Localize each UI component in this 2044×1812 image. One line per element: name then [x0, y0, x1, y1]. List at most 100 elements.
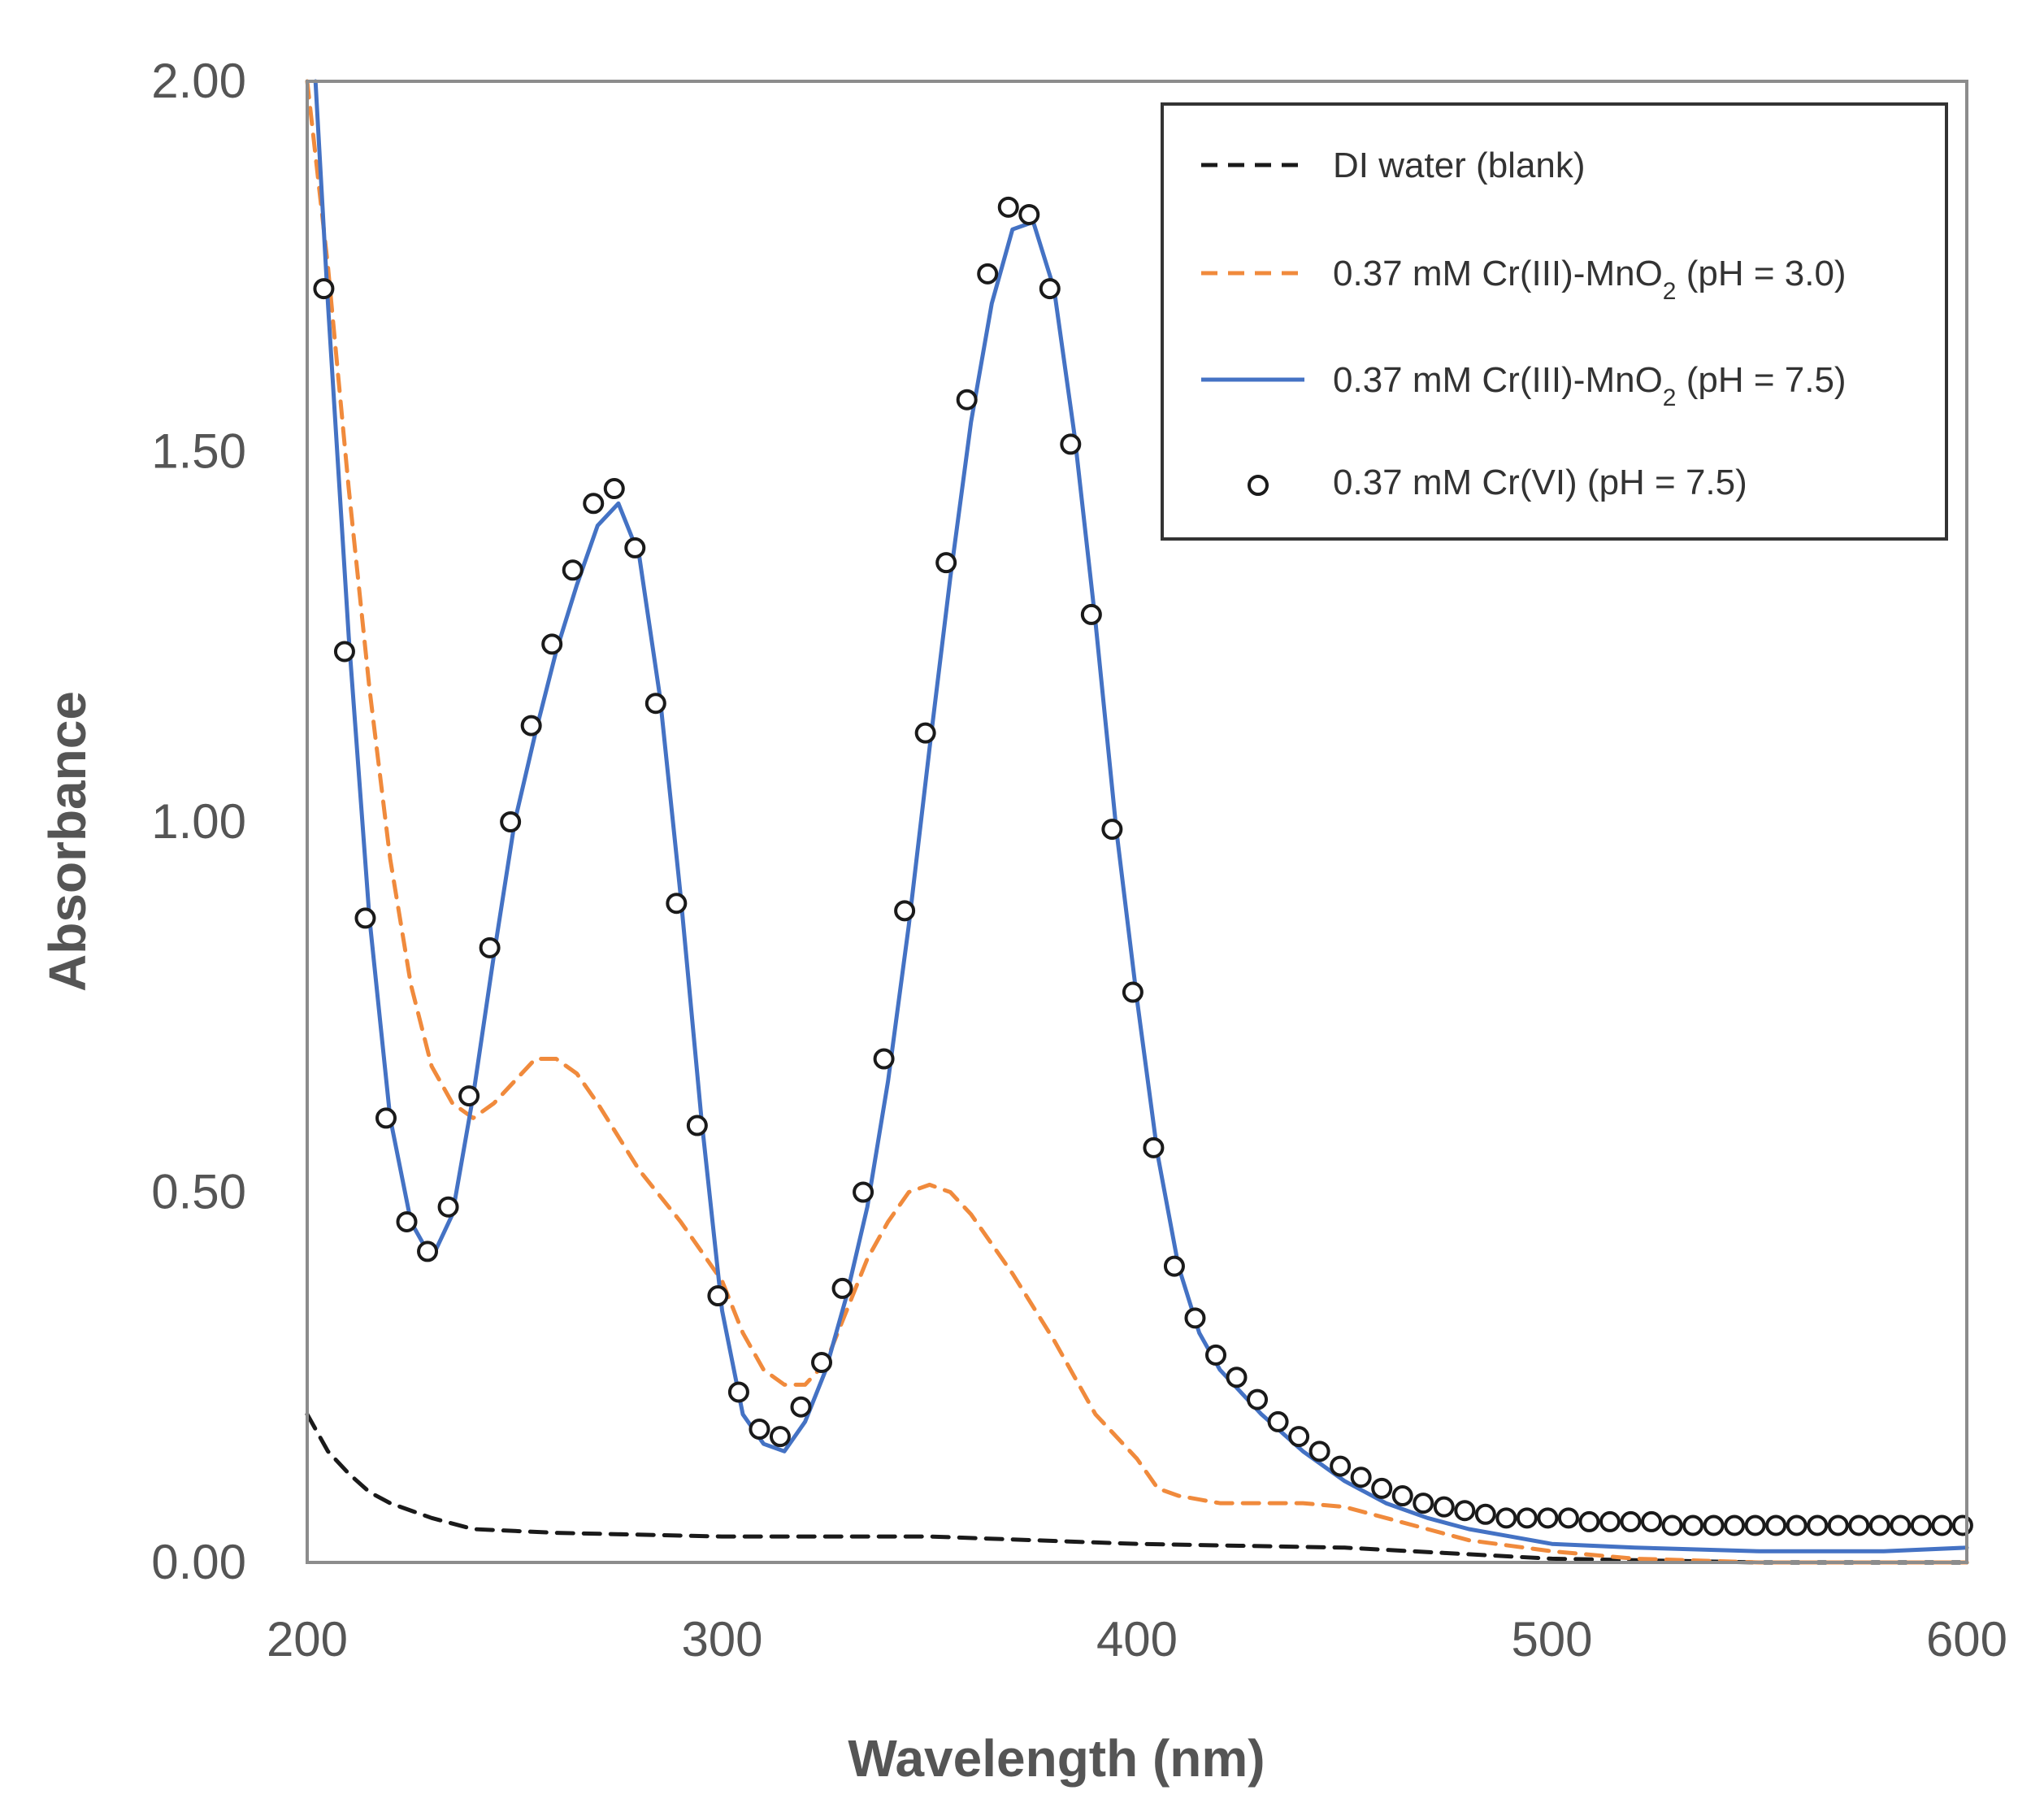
data-point [914, 722, 936, 744]
legend-label: 0.37 mM Cr(III)-MnO2 (pH = 3.0) [1333, 254, 1847, 305]
data-point [727, 1381, 749, 1403]
data-point [894, 900, 916, 922]
data-point [1910, 1514, 1932, 1536]
data-point [1433, 1496, 1455, 1518]
data-point [831, 1277, 853, 1299]
data-point [313, 278, 335, 300]
data-point [458, 1085, 480, 1107]
x-tick-label: 500 [1511, 1612, 1592, 1666]
data-point [977, 263, 999, 285]
legend-item: DI water (blank) [1201, 146, 1586, 185]
data-point [1868, 1514, 1890, 1536]
data-point [707, 1285, 729, 1307]
data-point [1951, 1514, 1973, 1536]
data-point [1391, 1485, 1413, 1507]
data-point [1101, 819, 1123, 841]
data-point [1848, 1514, 1870, 1536]
legend-marker [1248, 475, 1269, 496]
data-point [1226, 1367, 1248, 1388]
data-point [1080, 603, 1102, 625]
y-tick-label: 2.00 [151, 54, 246, 108]
x-tick-label: 400 [1096, 1612, 1178, 1666]
data-point [1807, 1514, 1829, 1536]
data-point [769, 1426, 791, 1448]
legend: DI water (blank) 0.37 mM Cr(III)-MnO2 (pH… [1161, 102, 1948, 541]
data-point [1557, 1507, 1579, 1529]
data-point [1827, 1514, 1849, 1536]
data-point [1620, 1510, 1642, 1532]
legend-item: 0.37 mM Cr(III)-MnO2 (pH = 7.5) [1201, 360, 1847, 411]
data-point [541, 633, 563, 655]
data-point [624, 537, 646, 558]
data-point [1765, 1514, 1787, 1536]
data-point [1330, 1455, 1352, 1477]
data-point [790, 1396, 812, 1418]
data-point [1350, 1467, 1372, 1488]
data-point [1724, 1514, 1746, 1536]
data-point [1537, 1507, 1559, 1529]
series-line-2 [313, 79, 1969, 1553]
data-point [1516, 1507, 1538, 1529]
legend-item: 0.37 mM Cr(VI) (pH = 7.5) [1248, 463, 1747, 502]
data-point [1495, 1507, 1517, 1529]
plot-area-frame [306, 80, 1968, 1564]
y-tick-label: 0.00 [151, 1535, 246, 1589]
data-point [1641, 1510, 1663, 1532]
x-axis-title: Wavelength (nm) [848, 1729, 1265, 1788]
series-cr6-markers [313, 196, 1973, 1536]
data-point [935, 552, 957, 574]
data-point [417, 1241, 439, 1262]
data-point [1184, 1307, 1206, 1329]
data-point [1578, 1510, 1600, 1532]
data-point [686, 1115, 708, 1136]
data-point [1682, 1514, 1704, 1536]
data-point [644, 693, 666, 715]
data-point [1371, 1477, 1393, 1499]
data-point [1247, 1388, 1269, 1410]
data-point [375, 1107, 397, 1129]
data-point [997, 196, 1019, 218]
data-point [1288, 1426, 1310, 1448]
data-point [1308, 1440, 1330, 1462]
data-point [1474, 1503, 1496, 1525]
data-point [1018, 203, 1040, 225]
data-point [956, 389, 978, 411]
data-point [1661, 1514, 1683, 1536]
data-point [1039, 278, 1061, 300]
legend-label: 0.37 mM Cr(VI) (pH = 7.5) [1333, 463, 1747, 502]
y-axis-title: Absorbance [38, 691, 97, 992]
data-point [1703, 1514, 1725, 1536]
data-point [1060, 433, 1082, 455]
data-point [1599, 1510, 1621, 1532]
legend-label: DI water (blank) [1333, 146, 1586, 185]
data-point [1413, 1493, 1434, 1514]
data-point [562, 559, 584, 581]
data-point [603, 478, 625, 500]
y-tick-label: 0.50 [151, 1165, 246, 1219]
data-point [1122, 981, 1144, 1003]
data-point [1267, 1410, 1289, 1432]
data-point [1163, 1255, 1185, 1277]
x-tick-label: 300 [681, 1612, 762, 1666]
data-point [437, 1196, 459, 1218]
x-tick-label: 200 [267, 1612, 348, 1666]
data-point [1744, 1514, 1766, 1536]
data-point [666, 893, 688, 915]
data-point [479, 936, 501, 958]
data-point [1143, 1136, 1165, 1158]
legend-box [1161, 102, 1948, 541]
data-point [1931, 1514, 1953, 1536]
data-point [1786, 1514, 1807, 1536]
legend-item: 0.37 mM Cr(III)-MnO2 (pH = 3.0) [1201, 254, 1847, 305]
data-point [1454, 1500, 1476, 1522]
data-point [500, 811, 522, 832]
series-line-0 [305, 1412, 1969, 1565]
data-point [520, 715, 542, 737]
data-point [853, 1181, 874, 1203]
data-point [1204, 1344, 1226, 1366]
y-tick-label: 1.50 [151, 424, 246, 479]
data-point [333, 641, 355, 663]
y-tick-label: 1.00 [151, 794, 246, 849]
data-point [873, 1048, 895, 1070]
